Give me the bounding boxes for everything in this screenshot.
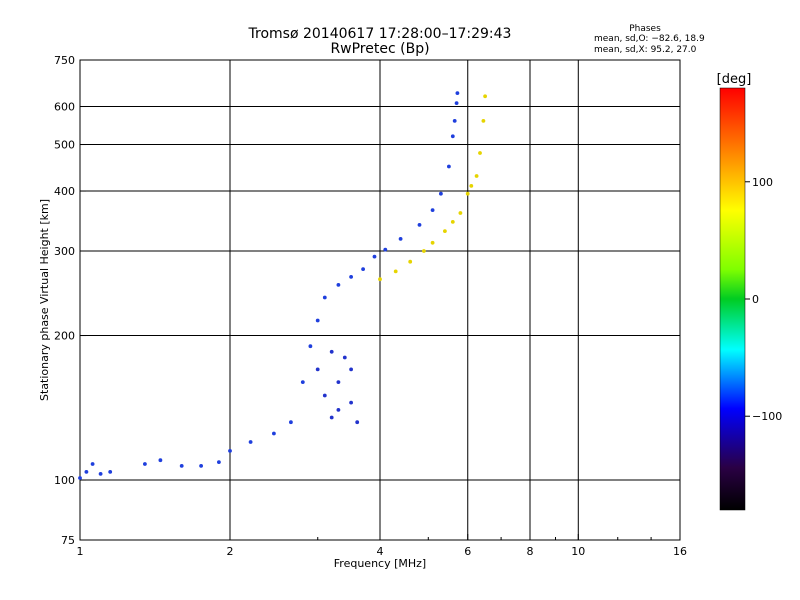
- chart-subtitle: RwPretec (Bp): [330, 41, 429, 57]
- colorbar-tick-label: −100: [752, 410, 782, 423]
- stats-line-o: mean, sd,O: −82.6, 18.9: [594, 34, 705, 44]
- data-point: [315, 367, 320, 372]
- x-tick-label: 1: [77, 545, 84, 558]
- data-point: [439, 191, 443, 196]
- x-tick-label: 4: [377, 545, 384, 558]
- data-point: [322, 295, 327, 300]
- data-point: [289, 420, 293, 425]
- data-point: [336, 380, 341, 384]
- data-point: [199, 464, 204, 468]
- colorbar-gradient: [719, 87, 746, 511]
- data-point: [372, 254, 377, 259]
- data-point: [355, 420, 360, 425]
- stats-line-x: mean, sd,X: 95.2, 27.0: [594, 45, 697, 55]
- data-point: [349, 400, 353, 405]
- phase-stats: Phases mean, sd,O: −82.6, 18.9 mean, sd,…: [594, 24, 705, 55]
- data-point: [478, 151, 482, 155]
- colorbar: [deg] 100 0 −100: [717, 72, 782, 511]
- data-point: [447, 164, 451, 169]
- x-tick-label: 10: [571, 545, 585, 558]
- y-tick-label: 750: [54, 54, 75, 67]
- data-point: [452, 119, 457, 123]
- data-point: [158, 458, 163, 463]
- x-axis-ticks: 1 2 4 6 8 10 16: [77, 534, 687, 558]
- data-point: [336, 408, 341, 412]
- colorbar-label: [deg]: [717, 72, 752, 87]
- data-point: [417, 223, 422, 227]
- data-point: [108, 470, 113, 474]
- data-point: [342, 355, 347, 360]
- data-point: [143, 462, 147, 466]
- data-points: [78, 91, 487, 480]
- data-point: [458, 211, 463, 215]
- colorbar-tick-label: 0: [752, 293, 759, 306]
- data-point: [455, 91, 460, 95]
- data-point: [361, 267, 365, 271]
- data-point: [469, 184, 474, 188]
- data-point: [483, 94, 487, 99]
- data-point: [329, 349, 334, 354]
- data-point: [430, 240, 435, 245]
- data-point: [450, 220, 455, 224]
- y-tick-label: 500: [54, 139, 75, 152]
- data-point: [349, 275, 353, 279]
- y-tick-label: 100: [54, 474, 75, 487]
- data-point: [300, 380, 305, 384]
- data-point: [217, 460, 221, 464]
- x-tick-label: 16: [673, 545, 687, 558]
- x-tick-label: 2: [227, 545, 234, 558]
- y-axis-label: Stationary phase Virtual Height [km]: [38, 199, 51, 401]
- data-point: [383, 247, 388, 252]
- data-point: [248, 440, 253, 444]
- data-point: [443, 229, 447, 234]
- stats-heading: Phases: [629, 24, 661, 34]
- y-tick-label: 75: [61, 534, 75, 547]
- data-point: [272, 431, 276, 436]
- y-tick-label: 300: [54, 245, 75, 258]
- x-tick-label: 8: [527, 545, 534, 558]
- data-point: [179, 464, 184, 468]
- data-point: [422, 249, 426, 253]
- data-point: [450, 134, 455, 139]
- data-point: [454, 101, 459, 105]
- data-point: [474, 174, 479, 178]
- data-point: [98, 472, 103, 476]
- x-tick-label: 6: [464, 545, 471, 558]
- y-tick-label: 600: [54, 101, 75, 114]
- data-point: [329, 415, 334, 420]
- data-point: [398, 237, 403, 241]
- grid-lines: [80, 60, 680, 540]
- x-axis-label: Frequency [MHz]: [334, 557, 426, 570]
- y-tick-label: 400: [54, 185, 75, 198]
- data-point: [308, 344, 313, 349]
- colorbar-ticks: 100 0 −100: [745, 176, 782, 423]
- data-point: [378, 277, 382, 282]
- data-point: [393, 269, 398, 274]
- data-point: [322, 393, 327, 398]
- data-point: [349, 367, 353, 372]
- chart-title: Tromsø 20140617 17:28:00–17:29:43: [248, 26, 512, 42]
- data-point: [90, 462, 95, 466]
- data-point: [228, 449, 232, 453]
- colorbar-tick-label: 100: [752, 176, 773, 189]
- y-tick-label: 200: [54, 330, 75, 343]
- data-point: [84, 470, 89, 474]
- y-axis-ticks: 75 100 200 300 400 500 600 750: [54, 54, 86, 547]
- data-point: [465, 191, 470, 196]
- data-point: [408, 259, 413, 264]
- data-point: [336, 283, 341, 287]
- data-point: [315, 318, 320, 323]
- data-point: [430, 208, 435, 213]
- data-point: [78, 476, 82, 480]
- data-point: [481, 119, 486, 123]
